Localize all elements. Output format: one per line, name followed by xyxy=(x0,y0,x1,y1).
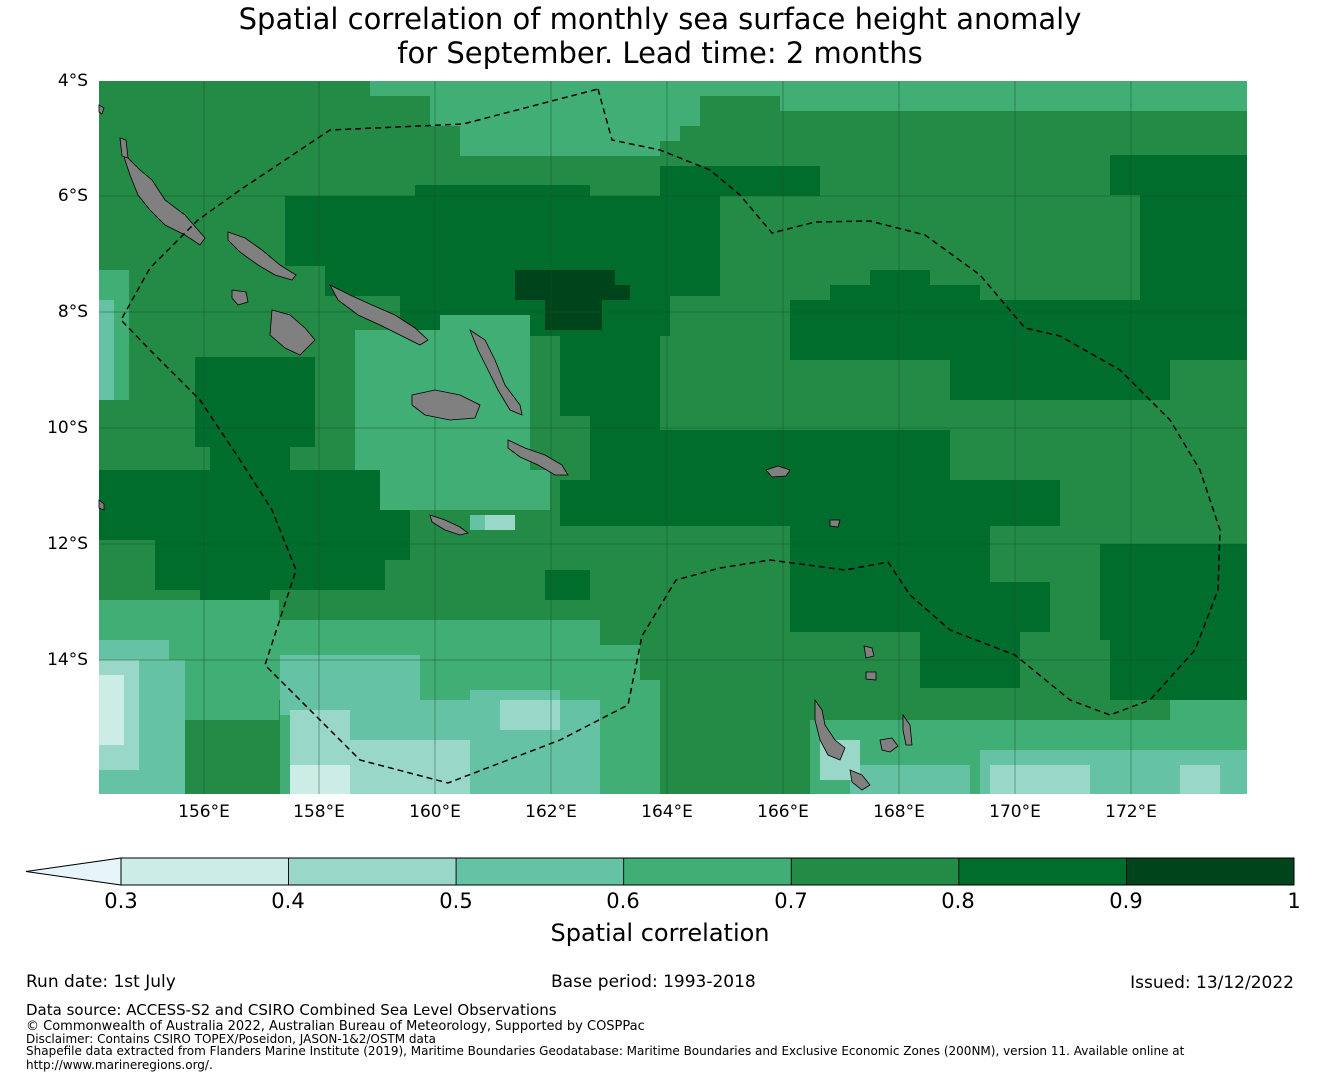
land-masses xyxy=(98,104,913,791)
title-line-2: for September. Lead time: 2 months xyxy=(397,36,923,70)
lon-label-156e: 156°E xyxy=(178,802,230,822)
title-line-1: Spatial correlation of monthly sea surfa… xyxy=(238,2,1082,36)
island-rennell xyxy=(429,514,469,536)
colorbar-segment-5 xyxy=(958,857,1127,886)
lon-label-162e: 162°E xyxy=(525,802,577,822)
island-malaita xyxy=(469,328,523,416)
issued-date: Issued: 13/12/2022 xyxy=(1130,973,1294,993)
correlation-region-0.6-0.7-north xyxy=(370,81,1247,156)
lat-label-12s: 12°S xyxy=(47,534,88,554)
island-choiseul xyxy=(227,231,297,281)
colorbar xyxy=(25,857,1295,886)
colorbar-tick-0.9: 0.9 xyxy=(1109,889,1143,913)
lon-label-160e: 160°E xyxy=(409,802,461,822)
lat-label-6s: 6°S xyxy=(57,186,88,206)
eez-boundary xyxy=(120,88,1221,784)
base-period: Base period: 1993-2018 xyxy=(551,972,756,992)
lat-label-4s: 4°S xyxy=(57,71,88,91)
colorbar-segment-6 xyxy=(1126,857,1295,886)
island-new-georgia xyxy=(269,309,316,356)
lon-label-168e: 168°E xyxy=(873,802,925,822)
island-ambae xyxy=(865,671,877,681)
map-title: Spatial correlation of monthly sea surfa… xyxy=(0,2,1320,70)
colorbar-segment-1 xyxy=(288,857,457,886)
island-maewo xyxy=(902,713,913,746)
island-malakula xyxy=(879,737,899,753)
run-date: Run date: 1st July xyxy=(26,972,176,992)
shapefile-credit: Shapefile data extracted from Flanders M… xyxy=(26,1044,1185,1058)
marineregions-url: http://www.marineregions.org/. xyxy=(26,1058,213,1072)
disclaimer: Disclaimer: Contains CSIRO TOPEX/Poseido… xyxy=(26,1032,436,1046)
island-west-tip xyxy=(98,104,105,115)
island-guadalcanal xyxy=(411,389,481,421)
island-shortland xyxy=(231,289,249,306)
lon-label-172e: 172°E xyxy=(1105,802,1157,822)
colorbar-segment-2 xyxy=(455,857,625,886)
colorbar-tick-0.6: 0.6 xyxy=(606,889,640,913)
data-source: Data source: ACCESS-S2 and CSIRO Combine… xyxy=(26,1001,557,1019)
lat-label-10s: 10°S xyxy=(47,418,88,438)
colorbar-tick-0.4: 0.4 xyxy=(271,889,305,913)
island-vanikoro xyxy=(829,519,841,528)
colorbar-tick-0.3: 0.3 xyxy=(104,889,138,913)
colorbar-segment-0 xyxy=(120,857,289,886)
colorbar-tick-0.7: 0.7 xyxy=(774,889,808,913)
colorbar-tick-0.5: 0.5 xyxy=(439,889,473,913)
island-efate xyxy=(849,769,871,791)
island-torres xyxy=(863,645,875,659)
lat-label-8s: 8°S xyxy=(57,302,88,322)
island-santa-cruz xyxy=(765,465,791,478)
lat-label-14s: 14°S xyxy=(47,650,88,670)
map-gridlines xyxy=(99,81,1247,794)
colorbar-segment-3 xyxy=(623,857,792,886)
lon-label-166e: 166°E xyxy=(757,802,809,822)
copyright: © Commonwealth of Australia 2022, Austra… xyxy=(26,1019,645,1034)
island-makira xyxy=(507,439,569,476)
correlation-region-0.3-0.4 xyxy=(99,675,350,794)
colorbar-extend-triangle xyxy=(25,857,122,886)
island-buka xyxy=(119,137,129,159)
island-espiritu-santo xyxy=(814,698,846,761)
correlation-region-0.8-0.9 xyxy=(99,155,1247,700)
correlation-region-0.9-1 xyxy=(515,270,630,330)
colorbar-segment-4 xyxy=(790,857,960,886)
island-isabel xyxy=(329,284,429,346)
island-bougainville xyxy=(119,139,206,246)
colorbar-label: Spatial correlation xyxy=(550,919,770,947)
lon-label-158e: 158°E xyxy=(293,802,345,822)
colorbar-tick-1: 1 xyxy=(1287,889,1301,913)
colorbar-tick-0.8: 0.8 xyxy=(941,889,975,913)
lon-label-164e: 164°E xyxy=(641,802,693,822)
island-reef-tip xyxy=(98,499,105,511)
lon-label-170e: 170°E xyxy=(989,802,1041,822)
correlation-map xyxy=(25,81,1295,886)
